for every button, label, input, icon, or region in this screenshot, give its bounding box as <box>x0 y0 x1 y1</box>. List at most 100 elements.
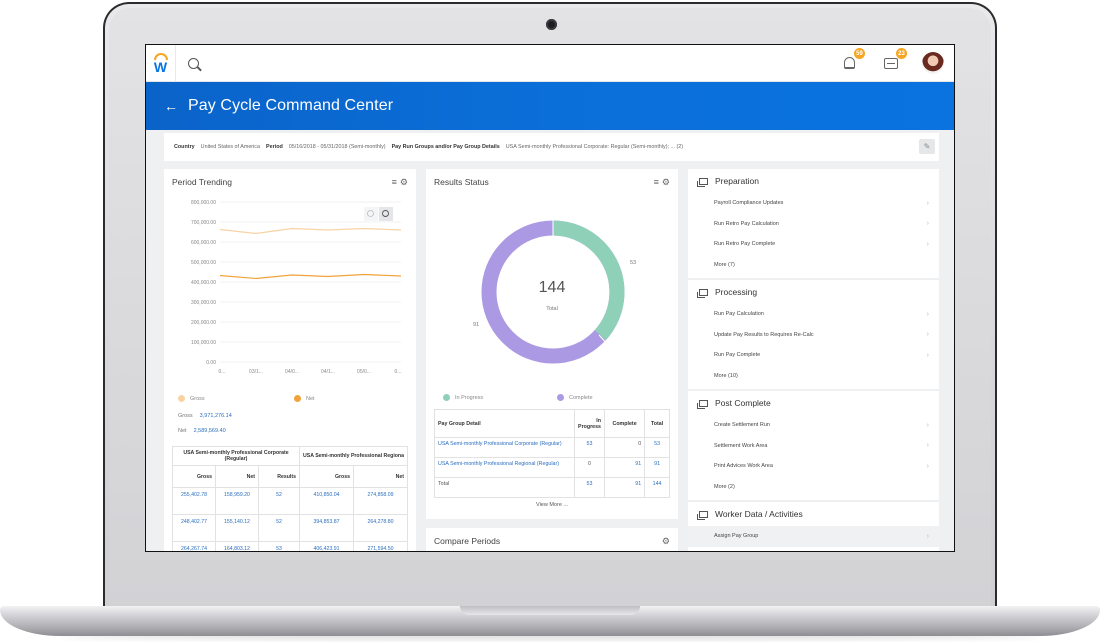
legend-net[interactable]: Net <box>294 395 315 402</box>
results-donut-chart[interactable] <box>480 219 626 365</box>
stack-icon <box>697 177 708 187</box>
net-swatch-icon <box>294 395 301 402</box>
action-item[interactable]: Assign Pay Group › <box>688 526 939 547</box>
chevron-right-icon: › <box>926 442 929 450</box>
search-icon[interactable] <box>188 57 199 69</box>
pay-group-table: Pay Group Detail In Progress Complete To… <box>434 409 670 498</box>
action-item[interactable]: Create Settlement Run › <box>714 421 929 429</box>
column-header[interactable]: Results <box>257 465 301 488</box>
filter-bar: Country United States of America Period … <box>164 133 939 161</box>
chevron-right-icon: › <box>926 220 929 228</box>
chevron-right-icon: › <box>926 331 929 339</box>
column-header[interactable]: Total <box>644 409 670 438</box>
gear-icon[interactable]: ⚙ <box>661 536 670 546</box>
back-arrow-icon[interactable]: ← <box>164 98 178 114</box>
gross-swatch-icon <box>178 395 185 402</box>
legend-label: Gross <box>190 395 205 402</box>
filter-sliders-icon[interactable]: ≡ <box>653 177 659 187</box>
legend-gross[interactable]: Gross <box>178 395 205 402</box>
action-item[interactable]: Add Worker CAN Tax Elections› <box>688 547 939 552</box>
filter-sliders-icon[interactable]: ≡ <box>391 177 397 187</box>
chevron-right-icon: › <box>926 199 929 207</box>
compare-periods-card: Compare Periods ⚙ <box>426 528 678 551</box>
notifications-button[interactable]: 59 <box>838 48 865 75</box>
action-item[interactable]: Settlement Work Area › <box>714 442 929 450</box>
column-header[interactable]: Complete <box>603 409 646 438</box>
column-header[interactable]: Net <box>214 465 259 488</box>
laptop-notch <box>460 606 640 615</box>
y-tick: 800,000.00 <box>191 200 216 206</box>
gear-icon[interactable]: ⚙ <box>399 177 408 187</box>
section-title: Post Complete <box>715 398 771 408</box>
top-nav-bar: W 59 23 <box>146 45 954 82</box>
chevron-right-icon: › <box>926 421 929 429</box>
x-tick: 0... <box>219 369 226 375</box>
net-total: Net 2,589,569.40 <box>178 428 226 434</box>
period-trending-chart: 800,000.00 700,000.00 600,000.00 500,000… <box>191 200 402 375</box>
card-title: Period Trending <box>172 177 233 187</box>
view-more-link[interactable]: View More ... <box>536 502 568 508</box>
more-link[interactable]: More (7) <box>714 261 735 268</box>
gross-total-link[interactable]: 3,971,276.14 <box>199 413 232 419</box>
page-header: ← Pay Cycle Command Center <box>146 82 954 130</box>
action-item[interactable]: Run Pay Calculation › <box>714 310 929 318</box>
section-processing: Processing Run Pay Calculation › Update P… <box>688 280 939 389</box>
chevron-right-icon: › <box>926 240 929 248</box>
table-row: 255,402.78 158,959.20 52 410,850.04 274,858.… <box>172 487 409 515</box>
group-header: USA Semi-monthly Professional Regiona <box>299 446 408 466</box>
gross-total: Gross 3,971,276.14 <box>178 413 232 419</box>
table-row: 248,402.77 155,140.12 52 394,853.87 264,278.… <box>172 514 409 542</box>
section-worker-data: Worker Data / Activities Assign Pay Grou… <box>688 502 939 552</box>
column-header[interactable]: Pay Group Detail <box>434 409 575 438</box>
action-item[interactable]: Run Retro Pay Calculation › <box>714 220 929 228</box>
in-progress-value: 53 <box>630 260 637 266</box>
stack-icon <box>697 399 708 409</box>
action-item[interactable]: Run Retro Pay Complete › <box>714 240 929 248</box>
action-item[interactable]: Update Pay Results to Requires Re-Calc › <box>714 331 929 339</box>
gear-icon[interactable]: ⚙ <box>661 177 670 187</box>
workday-logo[interactable]: W <box>146 45 176 82</box>
chevron-right-icon: › <box>926 462 929 470</box>
net-line <box>219 273 402 280</box>
x-tick: 03/1... <box>249 369 263 375</box>
y-tick: 500,000.00 <box>191 260 216 266</box>
x-tick: 04/1... <box>321 369 335 375</box>
action-item[interactable]: Print Advices Work Area › <box>714 462 929 470</box>
y-tick: 0.00 <box>206 360 216 366</box>
column-header[interactable]: Net <box>352 465 409 488</box>
avatar[interactable] <box>922 52 944 74</box>
card-title: Results Status <box>434 177 489 187</box>
bell-icon <box>843 57 855 69</box>
edit-filters-button[interactable]: ✎ <box>919 139 935 154</box>
actions-panel: Preparation Payroll Compliance Updates › … <box>688 169 939 552</box>
logo-arc-icon <box>153 53 168 60</box>
filter-label-paygroups: Pay Run Groups and/or Pay Group Details <box>391 144 500 150</box>
total-count: 144 <box>538 279 566 296</box>
notifications-badge: 59 <box>854 48 865 59</box>
action-item[interactable]: Payroll Compliance Updates › <box>714 199 929 207</box>
column-header[interactable]: Gross <box>299 465 354 488</box>
inbox-badge: 23 <box>896 48 907 59</box>
zoom-in-icon <box>382 210 389 217</box>
action-item[interactable]: Run Pay Complete › <box>714 351 929 359</box>
chevron-right-icon: › <box>926 310 929 318</box>
zoom-out-icon <box>367 210 374 217</box>
section-post-complete: Post Complete Create Settlement Run › Set… <box>688 391 939 500</box>
net-total-link[interactable]: 2,589,569.40 <box>193 428 226 434</box>
legend-label: Net <box>306 395 315 402</box>
inbox-button[interactable]: 23 <box>880 48 907 75</box>
table-row: USA Semi-monthly Professional Corporate … <box>434 437 670 458</box>
column-header[interactable]: Gross <box>172 465 216 488</box>
legend-in-progress[interactable]: In Progress <box>443 394 483 401</box>
period-trending-card: Period Trending ≡ ⚙ 800,000.00 700,000.0… <box>164 169 416 551</box>
more-link[interactable]: More (10) <box>714 372 738 379</box>
column-header[interactable]: In Progress <box>574 409 605 438</box>
more-link[interactable]: More (2) <box>714 483 735 490</box>
x-tick: 04/0... <box>285 369 299 375</box>
table-row: 264,267.74 164,803.12 53 406,423.91 271,594.… <box>172 541 409 551</box>
chevron-right-icon: › <box>926 532 929 540</box>
x-tick: 0... <box>395 369 402 375</box>
x-tick: 05/0... <box>357 369 371 375</box>
legend-complete[interactable]: Complete <box>557 394 593 401</box>
